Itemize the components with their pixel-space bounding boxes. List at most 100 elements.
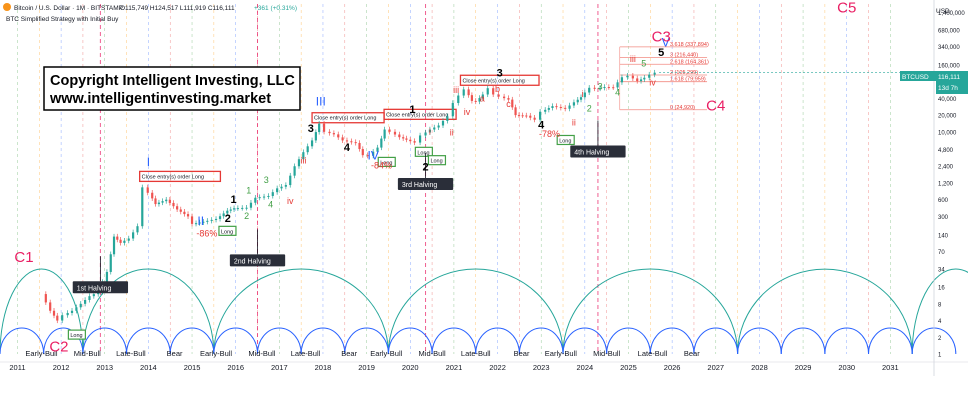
candle-body [354, 142, 357, 144]
cycle-arc [737, 268, 913, 355]
cycle-arc [562, 268, 739, 355]
candle-body [210, 219, 213, 221]
candle-body [322, 123, 326, 132]
candle-body [361, 149, 364, 156]
price-tick-label: 1,400,000 [938, 11, 965, 17]
candle-body [492, 88, 495, 95]
long-order-box [218, 225, 237, 236]
candle-body [206, 220, 209, 222]
price-tick-label: 8 [938, 302, 942, 308]
year-tick-label: 2019 [358, 363, 375, 372]
candle-body [310, 140, 314, 147]
drawdown-label: -78% [539, 129, 560, 139]
wave-label: 1 [246, 185, 251, 195]
candle-body [383, 129, 386, 139]
close-order-box [383, 108, 457, 120]
annotations: 1st Halving 2nd Halving 3rd Halving 4th Hal… [14, 0, 856, 358]
long-order-box [427, 155, 447, 166]
price-tick-label: 300 [938, 215, 949, 221]
candle-body [636, 78, 639, 82]
copyright-line: Copyright Intelligent Investing, LLC [50, 73, 295, 89]
price-axis[interactable]: 1,400,000680,000340,000160,00080,00040,0… [933, 0, 965, 376]
candle-body [141, 187, 144, 227]
candle-body [405, 138, 408, 140]
wave-label: i [429, 126, 431, 136]
wave-label: ii [572, 117, 576, 127]
wave-label: iv [287, 196, 294, 206]
year-tick-label: 2012 [53, 363, 70, 372]
cycle-phase-label: Early-Bull [370, 349, 402, 358]
phase-arc [169, 327, 215, 355]
candle-body [376, 147, 379, 152]
year-tick-label: 2025 [620, 363, 637, 372]
candle-body [337, 134, 340, 138]
wave-label: iii [453, 85, 459, 95]
cycle-marker: C4 [706, 98, 725, 115]
halving-label: 3rd Halving [402, 182, 438, 189]
cycle-arcs [0, 268, 968, 355]
candle-body [533, 117, 536, 120]
candle-body [172, 202, 175, 207]
price-tick-label: 70 [938, 250, 945, 256]
strategy-name[interactable]: BTC Simplified Strategy with Initial Buy [6, 16, 119, 23]
wave-label: 2 [225, 213, 231, 225]
order-boxes: Close entry(s) order Long Close entry(s) … [67, 74, 575, 340]
price-tick-label: 680,000 [938, 29, 960, 35]
symbol-line[interactable]: Bitcoin / U.S. Dollar · 1M · BITSTAMP [14, 5, 123, 12]
candle-body [539, 111, 542, 120]
price-tick-label: 140 [938, 233, 949, 239]
candle-body [424, 132, 427, 136]
time-axis[interactable]: 2011 2012 2013 2014 2015 2016 2017 2018 2019 2020… [0, 361, 968, 372]
long-order-box [67, 329, 86, 340]
long-order-label: Long [417, 150, 429, 156]
candle-body [190, 216, 194, 224]
candle-body [350, 141, 353, 143]
candle-body [481, 94, 484, 99]
candle-body [84, 299, 87, 304]
candle-body [564, 107, 567, 109]
phase-arc [213, 327, 259, 355]
candle-body [437, 125, 440, 128]
cycle-arc [82, 268, 215, 355]
year-tick-label: 2021 [446, 363, 463, 372]
cycle-phase-label: Late-Bull [461, 349, 491, 358]
last-price-tag[interactable]: BTCUSD 116,111 13d 7h [900, 71, 968, 94]
candle-body [302, 152, 305, 160]
candle-body [284, 185, 287, 187]
website-line: www.intelligentinvesting.market [49, 91, 271, 107]
phase-arc [82, 327, 128, 355]
phase-arc [737, 327, 782, 355]
copyright-box [43, 66, 301, 111]
candle-body [232, 208, 236, 210]
wave-label: IV [367, 148, 378, 162]
price-tag-price: 116,111 [938, 74, 960, 81]
candle-body [146, 187, 149, 193]
candle-body [441, 120, 445, 126]
candle-body [380, 138, 383, 148]
phase-arc [780, 327, 826, 355]
cycle-phase-label: Bear [684, 349, 700, 358]
cycle-arc [387, 268, 564, 355]
candle-body [372, 151, 375, 156]
candle-body [56, 315, 59, 321]
candle-body [451, 103, 454, 117]
candle-body [271, 192, 274, 196]
candle-body [332, 133, 335, 135]
candle-body [168, 199, 171, 203]
price-tick-label: 1,200 [938, 181, 954, 187]
candle-body [194, 223, 198, 225]
year-tick-label: 2023 [533, 363, 550, 372]
long-order-label: Long [559, 138, 571, 144]
candle-body [572, 102, 576, 106]
price-tick-label: 600 [938, 198, 949, 204]
candle-body [555, 106, 558, 108]
wave-label: 4 [268, 200, 273, 210]
candle-body [314, 132, 317, 141]
candle-body [525, 115, 528, 117]
candle-body [345, 140, 349, 142]
candle-body [245, 207, 248, 209]
wave-label: I [147, 155, 150, 169]
candle-body [402, 137, 405, 139]
candle-body [236, 208, 239, 210]
